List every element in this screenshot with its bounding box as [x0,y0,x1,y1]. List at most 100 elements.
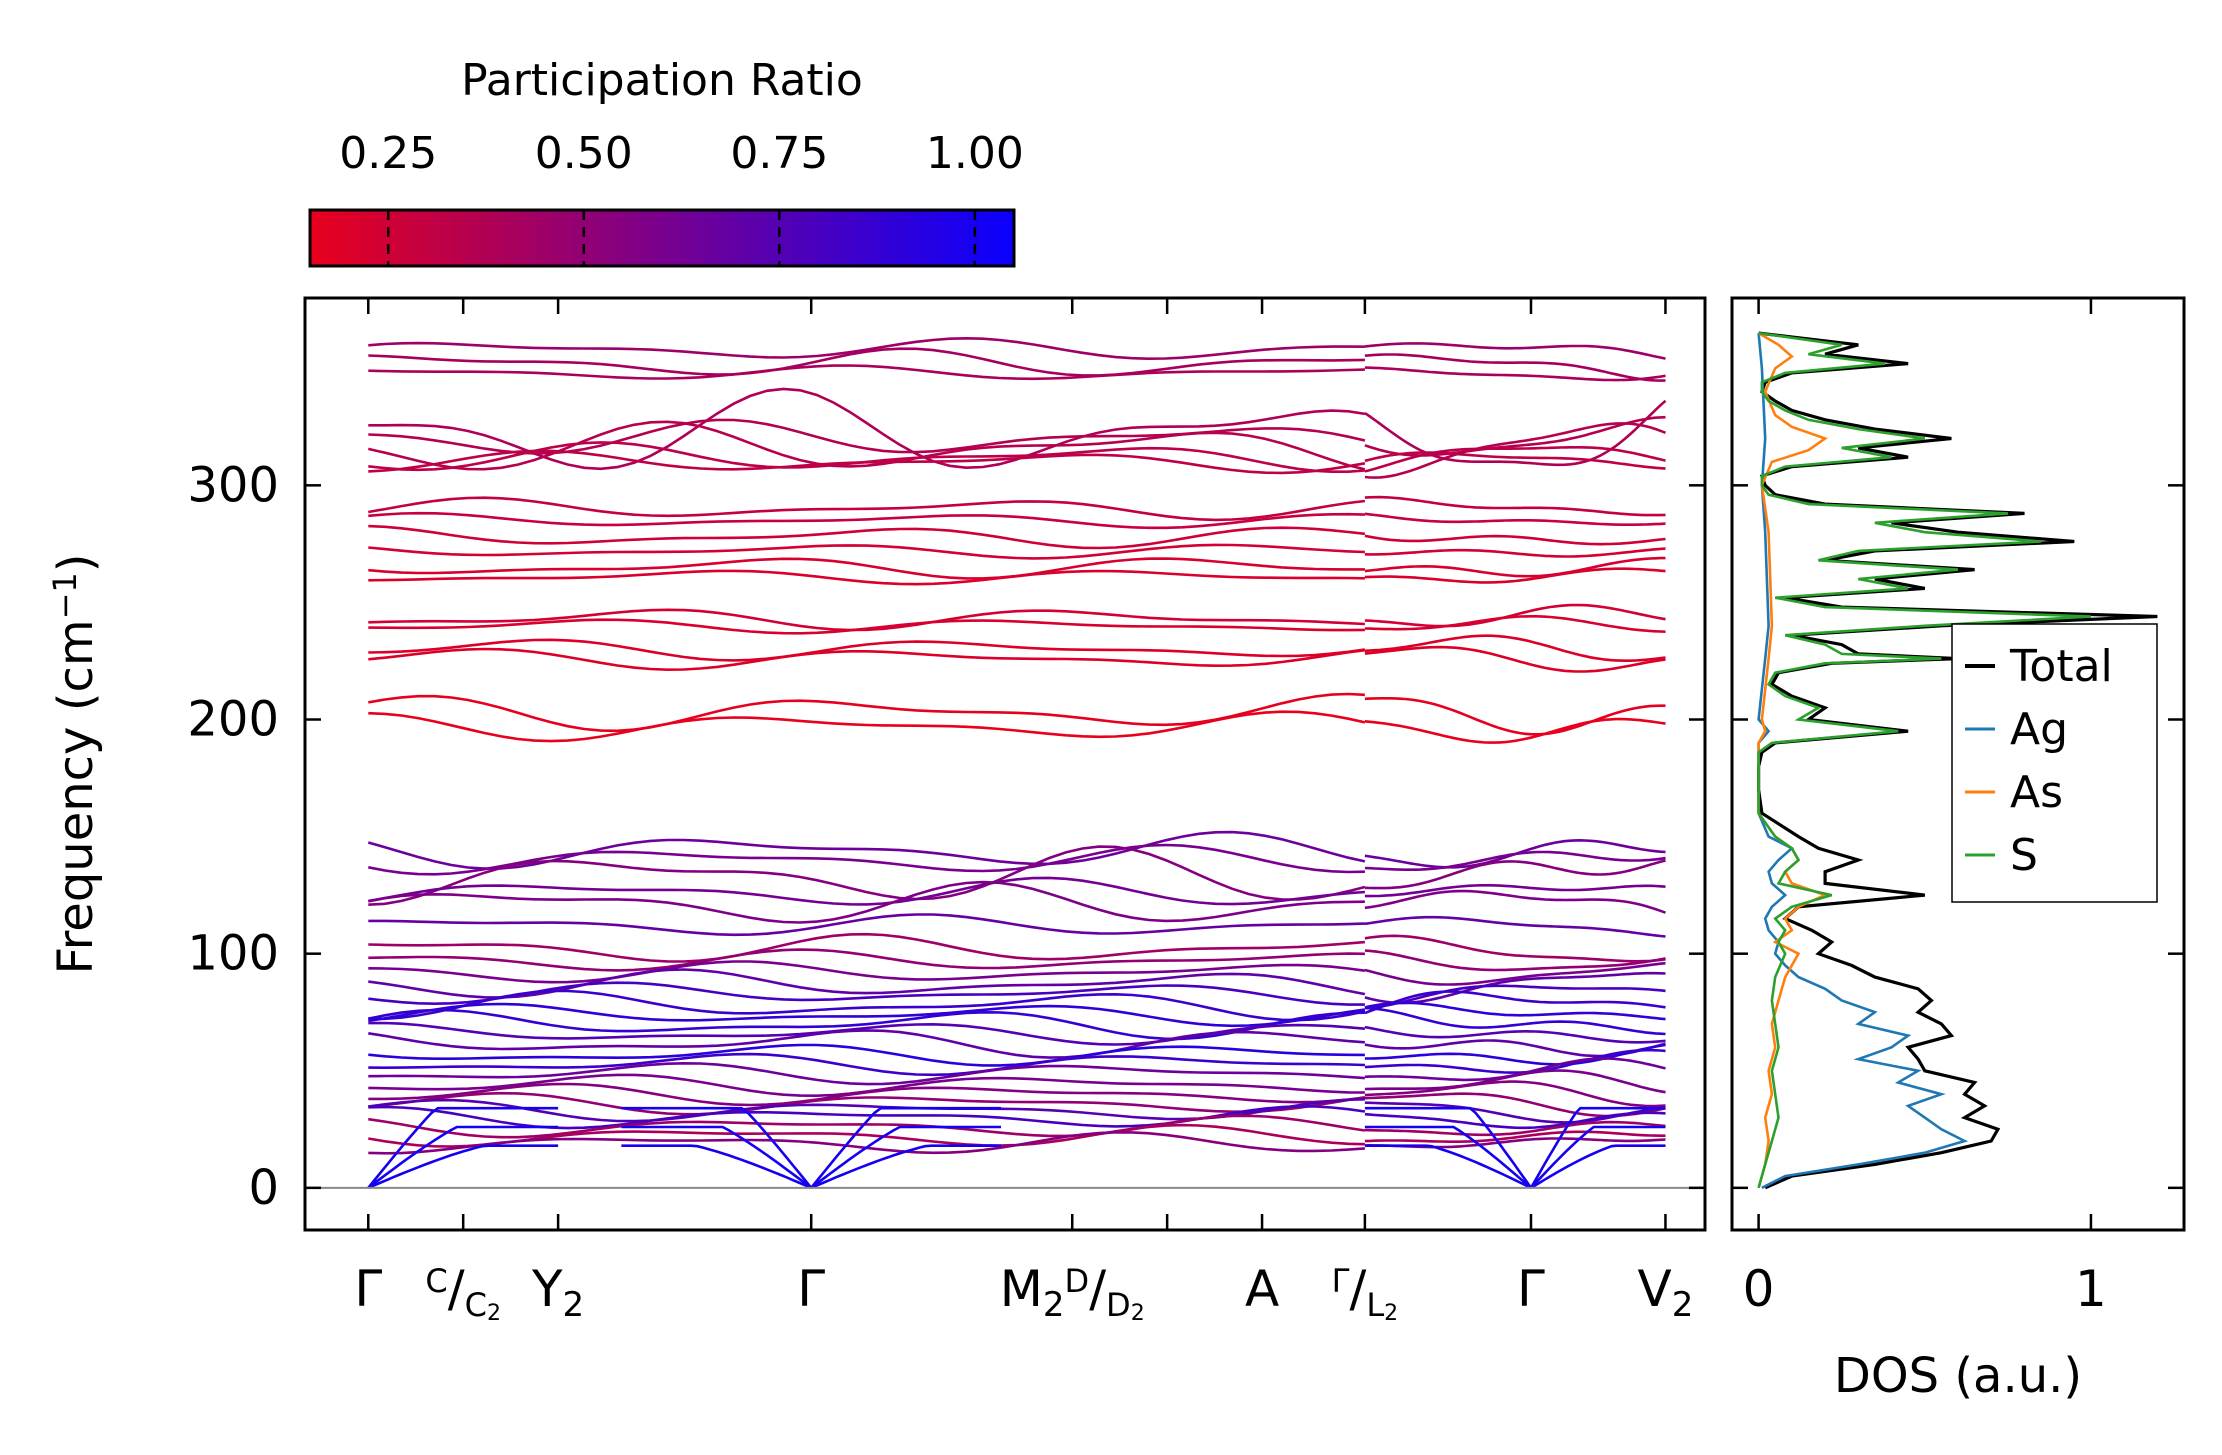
phonon-band [368,1082,1366,1107]
phonon-band [1364,1130,1666,1143]
phonon-band [368,876,1365,906]
phonon-band [368,1052,1365,1077]
acoustic-branch [1364,1106,1533,1189]
dos-ag-curve [1757,332,1969,1189]
phonon-band [368,618,1365,635]
phonon-band [1364,884,1666,898]
kpoint-label: V2 [1638,1260,1694,1325]
kpoint-label: Γ/L2 [1332,1260,1399,1326]
phonon-band [1364,422,1666,479]
phonon-band [1364,415,1666,457]
phonon-band [1364,512,1666,526]
colorbar-tick-label: 0.75 [730,128,828,179]
kpoint-label: Y2 [531,1260,584,1325]
dispersion-frame [303,296,1707,1232]
dos-axis-label: DOS (a.u.) [1834,1348,2082,1404]
acoustic-branch [1530,1125,1666,1189]
legend-label: Total [2009,641,2113,692]
phonon-band [1364,634,1666,662]
phonon-band [1364,1001,1666,1021]
dispersion-panel: 0 100 200 300 Γ C/C2 Y2 Γ M2D/D2 A Γ/L2 Γ V2 Freque… [46,296,1707,1326]
acoustic-branch [1364,1125,1532,1189]
phonon-band [1364,645,1666,673]
frequency-tick-label: 300 [187,457,279,513]
phonon-band [368,960,1366,984]
acoustic-branch [621,1144,812,1190]
phonon-band [1364,547,1666,558]
phonon-band [368,843,1365,876]
acoustic-branch [621,1106,813,1189]
phonon-band [1364,915,1666,938]
dos-curves [1757,331,2158,1190]
phonon-band [1364,859,1666,890]
acoustic-branch [1364,1144,1532,1189]
phonon-band [1364,717,1666,744]
frequency-axis-label: Frequency (cm−1) [46,553,104,974]
phonon-band [368,511,1365,530]
phonon-band [1364,990,1666,1015]
phonon-band [368,524,1366,550]
colorbar-tick-label: 1.00 [926,128,1024,179]
phonon-band [368,880,1365,924]
kpoint-label: Γ [797,1260,825,1318]
phonon-band [367,830,1366,870]
phonon-band [368,347,1365,377]
frequency-tick-label: 0 [248,1160,279,1216]
phonon-band [1364,353,1666,382]
phonon-band [368,569,1365,586]
phonon-band [368,420,1366,471]
dos-tick-label: 0 [1743,1260,1775,1318]
phonon-band [368,913,1365,937]
acoustic-branch [1530,1144,1666,1189]
phonon-bands [367,336,1667,1190]
acoustic-branch [810,1106,1001,1189]
phonon-band [368,638,1366,662]
phonon-band [368,710,1366,743]
phonon-band [368,989,1366,1022]
kpoint-label: C/C2 [425,1260,501,1326]
phonon-band [1364,1101,1666,1124]
colorbar-ticks [386,210,977,266]
frequency-axis: 0 100 200 300 [187,457,1705,1216]
dos-total-curve [1757,331,2158,1190]
phonon-band [368,543,1365,560]
dos-tick-label: 1 [2075,1260,2107,1318]
legend-label: Ag [2010,704,2068,755]
phonon-band [1364,615,1666,633]
phonon-band [368,1043,1365,1067]
colorbar-tick-label: 0.50 [535,128,633,179]
dos-s-curve [1757,331,2091,1189]
colorbar-tick-labels: 0.25 0.50 0.75 1.00 [339,128,1024,179]
phonon-band [368,968,1366,999]
phonon-band [1364,1111,1666,1130]
phonon-band [368,1091,1366,1116]
kpoint-label: A [1245,1260,1279,1318]
phonon-band [1364,934,1666,963]
dos-as-curve [1757,331,1829,1189]
phonon-band [1364,961,1666,986]
phonon-band [1364,451,1666,470]
phonon-band [1364,889,1666,914]
phonon-band [368,845,1366,906]
phonon-band [1364,1048,1666,1074]
phonon-band [368,336,1365,361]
phonon-band [368,496,1366,522]
phonon-band [368,1008,1365,1041]
phonon-band [1364,697,1666,736]
phonon-band [1364,603,1666,628]
phonon-band [1364,949,1666,972]
phonon-band [1364,567,1666,584]
frequency-tick-label: 100 [187,926,279,982]
phonon-band [368,449,1366,475]
kpoint-label: Γ [1517,1260,1545,1318]
phonon-band [368,1002,1366,1028]
phonon-band [1364,556,1666,578]
phonon-band [368,1114,1366,1139]
acoustic-branch [810,1125,1001,1189]
phonon-band [1364,1120,1666,1137]
phonon-band [1364,850,1666,871]
phonon-band [368,692,1365,733]
